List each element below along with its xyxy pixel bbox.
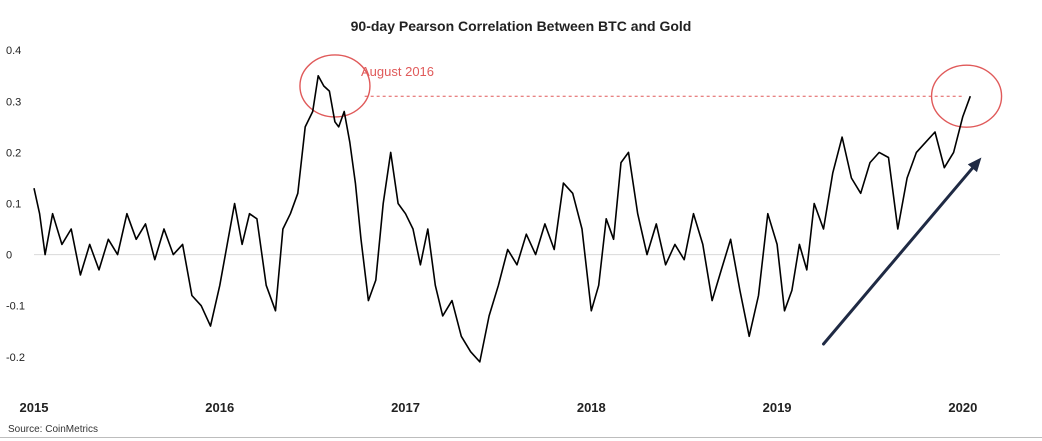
annotation-layer: August 2016: [34, 54, 1003, 346]
x-axis-ticks: 2015 2016 2017 2018 2019 2020: [20, 400, 978, 415]
y-axis-ticks: 0.4 0.3 0.2 0.1 0 -0.1 -0.2: [6, 45, 25, 364]
y-tick-label: 0.1: [6, 199, 21, 211]
x-tick-label: 2020: [948, 400, 977, 415]
series-layer: [33, 75, 972, 363]
x-tick-label: 2018: [577, 400, 606, 415]
bottom-rule: [0, 437, 1042, 438]
chart-title: 90-day Pearson Correlation Between BTC a…: [350, 18, 692, 34]
y-tick-label: -0.1: [6, 301, 25, 313]
series-line: [33, 75, 972, 363]
source-note: Source: CoinMetrics: [8, 424, 99, 435]
y-tick-label: 0.4: [6, 45, 21, 57]
y-tick-label: 0.2: [6, 147, 21, 159]
y-tick-label: -0.2: [6, 352, 25, 364]
x-tick-label: 2019: [763, 400, 792, 415]
x-tick-label: 2016: [205, 400, 234, 415]
highlight-circle: [299, 54, 371, 118]
trend-arrow-shaft: [822, 166, 974, 346]
trend-arrow-head: [967, 157, 982, 173]
y-tick-label: 0: [6, 250, 12, 262]
annotation-label: August 2016: [361, 64, 434, 79]
x-tick-label: 2015: [20, 400, 49, 415]
y-tick-label: 0.3: [6, 96, 21, 108]
x-tick-label: 2017: [391, 400, 420, 415]
